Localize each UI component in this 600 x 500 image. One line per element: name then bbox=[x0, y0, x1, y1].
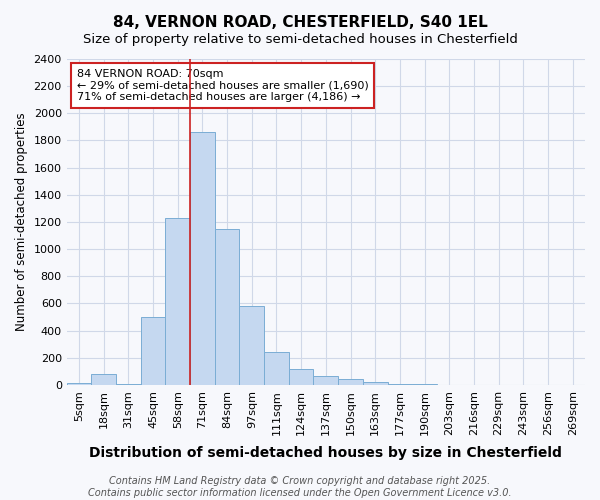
Bar bbox=[190, 132, 215, 385]
Text: 84, VERNON ROAD, CHESTERFIELD, S40 1EL: 84, VERNON ROAD, CHESTERFIELD, S40 1EL bbox=[113, 15, 487, 30]
Bar bbox=[166, 218, 190, 385]
Text: 84 VERNON ROAD: 70sqm
← 29% of semi-detached houses are smaller (1,690)
71% of s: 84 VERNON ROAD: 70sqm ← 29% of semi-deta… bbox=[77, 69, 369, 102]
Text: Size of property relative to semi-detached houses in Chesterfield: Size of property relative to semi-detach… bbox=[83, 32, 517, 46]
Bar bbox=[289, 370, 313, 385]
Bar bbox=[116, 384, 141, 385]
Bar bbox=[91, 374, 116, 385]
Bar bbox=[363, 382, 388, 385]
Y-axis label: Number of semi-detached properties: Number of semi-detached properties bbox=[15, 112, 28, 332]
Bar bbox=[412, 384, 437, 385]
Bar bbox=[313, 376, 338, 385]
Bar bbox=[264, 352, 289, 385]
Bar bbox=[239, 306, 264, 385]
X-axis label: Distribution of semi-detached houses by size in Chesterfield: Distribution of semi-detached houses by … bbox=[89, 446, 562, 460]
Bar bbox=[388, 384, 412, 385]
Bar bbox=[141, 317, 166, 385]
Text: Contains HM Land Registry data © Crown copyright and database right 2025.
Contai: Contains HM Land Registry data © Crown c… bbox=[88, 476, 512, 498]
Bar bbox=[215, 228, 239, 385]
Bar bbox=[67, 383, 91, 385]
Bar bbox=[338, 380, 363, 385]
